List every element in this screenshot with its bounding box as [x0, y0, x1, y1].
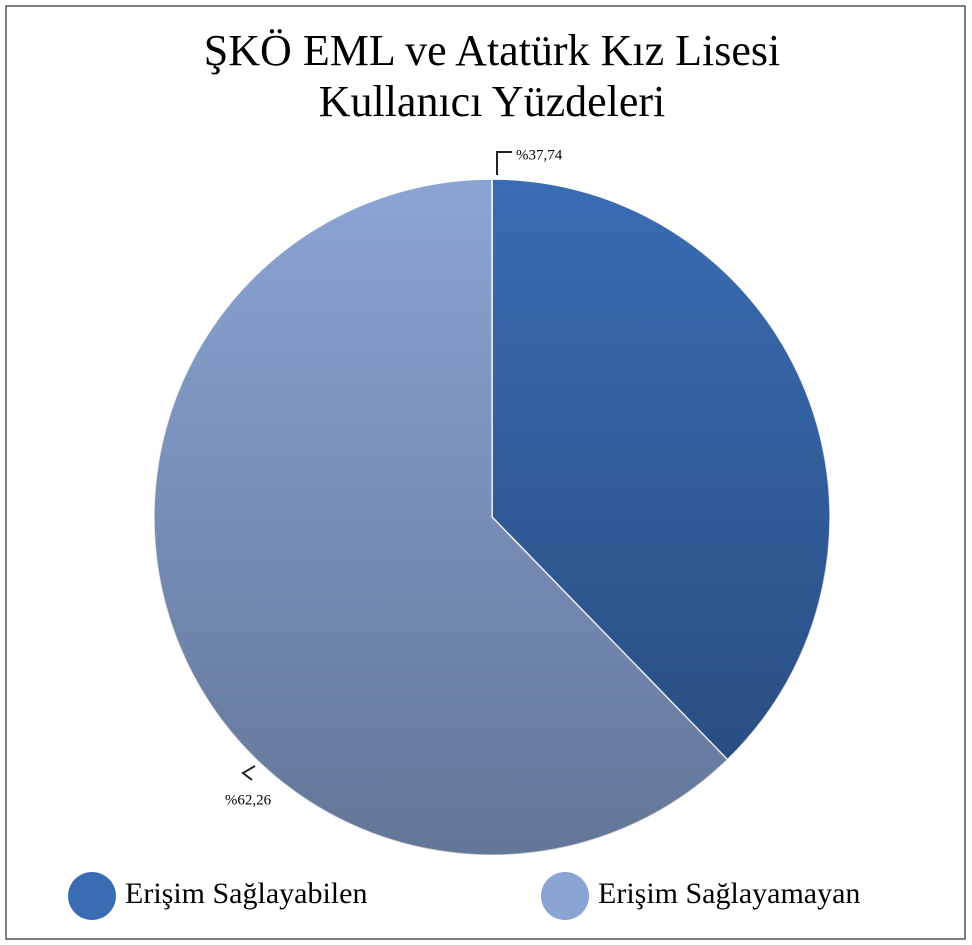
data-label: %62,26 [225, 792, 272, 808]
leader-line [241, 765, 256, 781]
legend-label: Erişim Sağlayabilen [125, 877, 367, 910]
data-label: %37,74 [516, 147, 563, 163]
legend-swatch [68, 872, 116, 920]
legend-swatch [541, 872, 589, 920]
leader-line [496, 151, 512, 175]
chart-title: ŞKÖ EML ve Atatürk Kız Lisesi [204, 26, 780, 75]
pie [153, 178, 831, 856]
legend-label: Erişim Sağlayamayan [598, 877, 860, 910]
chart-title: Kullanıcı Yüzdeleri [319, 77, 666, 126]
